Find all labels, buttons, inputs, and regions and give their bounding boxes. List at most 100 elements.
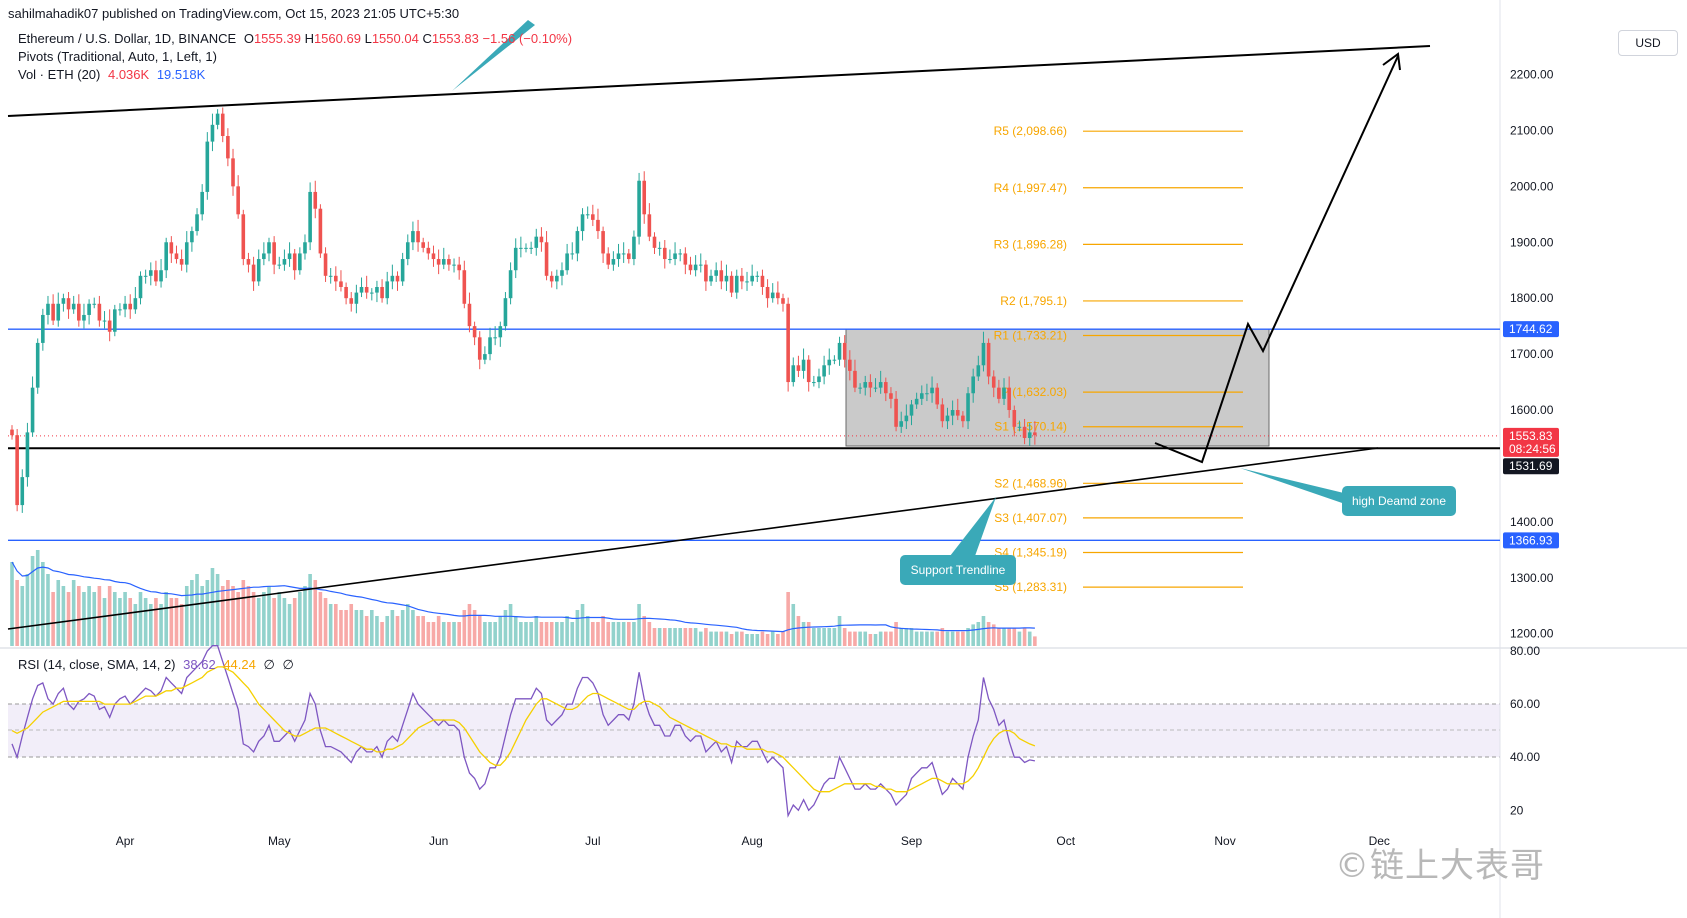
candle-body — [303, 242, 307, 254]
candle-body — [205, 141, 210, 192]
watermark-text: ©链上大表哥 — [1335, 846, 1545, 886]
candle-body — [570, 253, 575, 255]
candle-body — [627, 253, 631, 260]
candle-body — [400, 259, 405, 282]
rsi-value: 38.62 — [183, 657, 216, 672]
candle-body — [997, 387, 1001, 399]
volume-bar — [632, 622, 636, 646]
volume-bar — [282, 598, 287, 646]
volume-bar — [930, 631, 934, 646]
volume-bar — [503, 610, 508, 646]
candle-body — [262, 253, 266, 260]
volume-bar — [570, 622, 575, 646]
volume-bar — [483, 622, 487, 646]
price-label-text: 1553.83 — [1509, 429, 1553, 443]
candle-body — [349, 298, 354, 304]
projection-arrowhead — [1382, 52, 1401, 71]
volume-label: Vol · ETH (20) — [18, 67, 101, 82]
volume-bar — [997, 628, 1001, 646]
candle-body — [1012, 410, 1017, 427]
candle-body — [873, 387, 878, 389]
volume-bar — [77, 586, 81, 646]
volume-bar — [585, 616, 590, 646]
volume-bar — [786, 592, 790, 646]
volume-bar — [621, 622, 626, 646]
candle-body — [169, 242, 174, 254]
time-axis-label: Aug — [741, 834, 762, 848]
volume-bar — [662, 628, 667, 646]
time-axis-label: Oct — [1056, 834, 1075, 848]
candle-body — [796, 365, 801, 371]
candle-body — [606, 253, 611, 265]
candle-body — [426, 247, 431, 254]
volume-bar — [205, 580, 210, 646]
volume-bar — [627, 622, 631, 646]
volume-bar — [133, 604, 138, 646]
volume-bar — [210, 568, 215, 646]
candle-body — [734, 275, 739, 293]
projection-path[interactable] — [1154, 55, 1399, 464]
candle-body — [940, 404, 945, 422]
rsi-ma-value: 44.24 — [223, 657, 256, 672]
volume-bar — [1033, 636, 1037, 646]
price-tick-label: 1700.00 — [1510, 347, 1554, 361]
volume-bar — [20, 586, 25, 646]
ohlc-high: 1560.69 — [313, 31, 361, 46]
upper-channel-line[interactable] — [7, 45, 1431, 117]
currency-button[interactable]: USD — [1618, 30, 1678, 56]
candle-body — [616, 253, 621, 260]
volume-bar — [87, 586, 91, 646]
candle-body — [51, 303, 55, 321]
candle-body — [745, 281, 749, 283]
candle-body — [652, 236, 657, 248]
volume-bar — [30, 556, 35, 646]
volume-bar — [765, 634, 770, 646]
candle-body — [519, 247, 523, 249]
candle-body — [375, 286, 379, 293]
candle-body — [200, 191, 204, 215]
volume-bar — [755, 634, 760, 646]
ohlc-low: 1550.04 — [371, 31, 419, 46]
candle-body — [842, 342, 847, 360]
volume-bar — [35, 550, 40, 646]
volume-bar — [601, 616, 605, 646]
candle-body — [657, 247, 662, 249]
candle-body — [884, 382, 888, 394]
pivot-label: S2 (1,468.96) — [994, 476, 1067, 490]
volume-bar — [220, 586, 225, 646]
volume-bar — [200, 586, 204, 646]
candle-body — [385, 281, 390, 299]
support-trendline[interactable] — [7, 447, 1379, 630]
candle-body — [344, 286, 348, 299]
volume-bar — [375, 616, 379, 646]
volume-bar — [169, 598, 174, 646]
candle-body — [1017, 426, 1022, 428]
ohlc-high-label: H — [304, 31, 314, 46]
volume-bar — [364, 616, 369, 646]
pivot-label: R2 (1,795.1) — [1000, 294, 1067, 308]
candle-body — [986, 342, 991, 377]
candle-body — [853, 370, 857, 388]
volume-bar — [878, 631, 883, 646]
volume-bar — [806, 622, 811, 646]
candle-body — [688, 264, 693, 271]
volume-bar — [971, 624, 975, 646]
candle-body — [549, 275, 554, 282]
volume-bar — [791, 604, 796, 646]
time-axis-label: Dec — [1369, 834, 1390, 848]
volume-bar — [549, 622, 554, 646]
candle-body — [82, 314, 86, 321]
candle-body — [128, 303, 133, 310]
volume-bar — [226, 580, 230, 646]
candle-body — [251, 264, 256, 282]
candle-body — [889, 393, 893, 399]
candle-body — [25, 432, 30, 478]
volume-bar — [945, 631, 950, 646]
volume-bar — [1012, 628, 1017, 646]
candle-body — [431, 253, 436, 260]
volume-bar — [395, 616, 400, 646]
candle-body — [102, 320, 107, 322]
volume-bar — [143, 598, 148, 646]
candle-body — [138, 275, 143, 299]
